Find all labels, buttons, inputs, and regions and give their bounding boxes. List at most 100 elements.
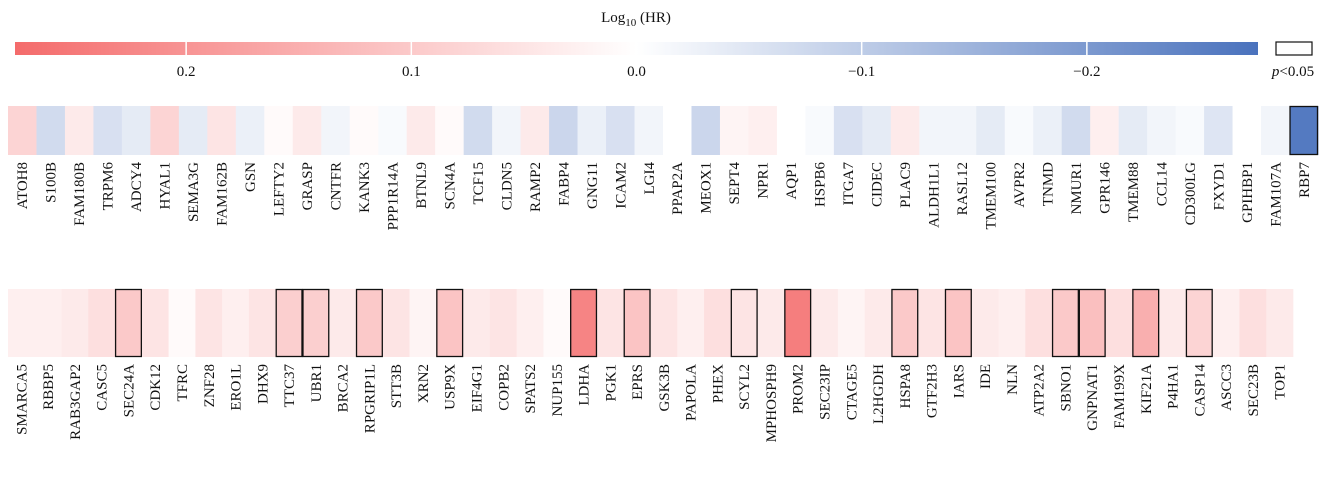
- gene-label: GPR146: [1097, 162, 1113, 214]
- heatmap-cell: [596, 289, 625, 357]
- gene-label: TNMD: [1040, 162, 1056, 206]
- heatmap-cell: [492, 106, 521, 155]
- heatmap-cell: [520, 106, 550, 155]
- heatmap-cell: [36, 106, 66, 155]
- significance-outline: [436, 288, 464, 358]
- gene-label: SEC23B: [1246, 364, 1262, 417]
- gene-label: AVPR2: [1012, 162, 1028, 208]
- gene-label: FAM107A: [1268, 162, 1284, 227]
- gene-label: ATOH8: [15, 162, 31, 209]
- heatmap-cell: [837, 289, 865, 357]
- heatmap-cell: [64, 106, 94, 155]
- significance-outline: [784, 288, 812, 358]
- title-rest: (HR): [636, 10, 671, 26]
- gene-label: ATP2A2: [1032, 364, 1048, 417]
- colorbar-tick-label: −0.2: [1073, 64, 1100, 80]
- heatmap-cell: [577, 106, 607, 155]
- heatmap-cell: [1033, 106, 1062, 155]
- heatmap-cell: [944, 289, 973, 357]
- heatmap-cell: [222, 289, 250, 357]
- gene-label: KIF21A: [1139, 364, 1155, 414]
- gene-label: ASCC3: [1219, 364, 1235, 411]
- gene-label: PROM2: [791, 364, 807, 414]
- heatmap-cell: [489, 289, 517, 357]
- gene-label: FAM162B: [215, 162, 231, 226]
- gene-label: STT3B: [389, 364, 405, 408]
- gene-label: L2HGDH: [871, 364, 887, 424]
- heatmap-cell: [235, 106, 265, 155]
- gene-label: GSK3B: [657, 364, 673, 412]
- significance-outline: [891, 288, 919, 358]
- heatmap-cell: [93, 106, 123, 155]
- heatmap-cell: [1212, 289, 1240, 357]
- gene-label: MEOX1: [699, 162, 715, 214]
- gene-label: XRN2: [416, 364, 432, 403]
- colorbar-tick-label: −0.1: [848, 64, 875, 80]
- gene-label: ALDH1L1: [927, 162, 943, 228]
- gene-label: PPAP2A: [670, 162, 686, 215]
- heatmap-cell: [549, 106, 578, 155]
- heatmap-cell: [704, 289, 732, 357]
- heatmap-cell: [8, 289, 36, 357]
- heatmap-cell: [730, 289, 758, 357]
- heatmap-cell: [890, 106, 920, 155]
- heatmap-cell: [1289, 106, 1319, 155]
- gene-label: S100B: [44, 162, 60, 203]
- gene-label: GSN: [243, 162, 259, 192]
- gene-label: FAM180B: [72, 162, 88, 226]
- heatmap-cell: [1025, 289, 1053, 357]
- gene-label: USP9X: [443, 364, 459, 410]
- heatmap-cell: [1239, 289, 1267, 357]
- gene-label: GPIHBP1: [1240, 162, 1256, 223]
- gene-label: SPATS2: [523, 364, 539, 413]
- gene-label: GTF2H3: [925, 364, 941, 418]
- gene-label: COPB2: [496, 364, 512, 411]
- gene-label: RAMP2: [528, 162, 544, 212]
- heatmap-cell: [623, 289, 651, 357]
- heatmap-cell: [463, 289, 491, 357]
- gene-label: RAB3GAP2: [68, 364, 84, 440]
- heatmap-cell: [349, 106, 379, 155]
- heatmap-cell: [8, 106, 37, 155]
- heatmap-cell: [1147, 106, 1176, 155]
- gene-label: TRPM6: [101, 162, 117, 211]
- gene-label: SCN4A: [442, 162, 458, 210]
- gene-label: PLAC9: [898, 162, 914, 208]
- heatmap-cell: [1061, 106, 1091, 155]
- title-base: Log: [601, 10, 626, 26]
- gene-label: RPGRIP1L: [362, 364, 378, 433]
- heatmap-cell: [663, 106, 692, 155]
- gene-label: SEPT4: [727, 162, 743, 205]
- heatmap-cell: [634, 106, 664, 155]
- gene-label: LDHA: [577, 364, 593, 406]
- heatmap-cell: [150, 106, 180, 155]
- gene-label: P4HA1: [1166, 364, 1182, 409]
- heatmap-cell: [34, 289, 62, 357]
- heatmap-cell: [570, 289, 598, 357]
- heatmap-cell: [329, 289, 357, 357]
- gene-label: BRCA2: [336, 364, 352, 412]
- heatmap-cell: [1185, 289, 1213, 357]
- heatmap-cell: [321, 106, 351, 155]
- heatmap-cell: [864, 289, 892, 357]
- gene-label: CASC5: [95, 364, 111, 411]
- significance-outline: [1051, 288, 1079, 358]
- gene-label: PAPOLA: [684, 364, 700, 421]
- heatmap-cell: [115, 289, 143, 357]
- gene-label: KANK3: [357, 162, 373, 213]
- gene-label: EIF4G1: [469, 364, 485, 412]
- heatmap-cell: [195, 289, 223, 357]
- heatmap-cell: [998, 289, 1026, 357]
- gene-label: ADCY4: [129, 162, 145, 213]
- gene-label: GNPNAT1: [1085, 364, 1101, 431]
- heatmap-cell: [691, 106, 721, 155]
- heatmap-cell: [976, 106, 1006, 155]
- heatmap-cell: [302, 289, 330, 357]
- gene-label: PHEX: [710, 364, 726, 403]
- heatmap-cell: [1090, 106, 1119, 155]
- gene-label: ICAM2: [613, 162, 629, 209]
- heatmap-cell: [436, 289, 464, 357]
- gene-label: CNTFR: [329, 162, 345, 210]
- heatmap-cell: [748, 106, 778, 155]
